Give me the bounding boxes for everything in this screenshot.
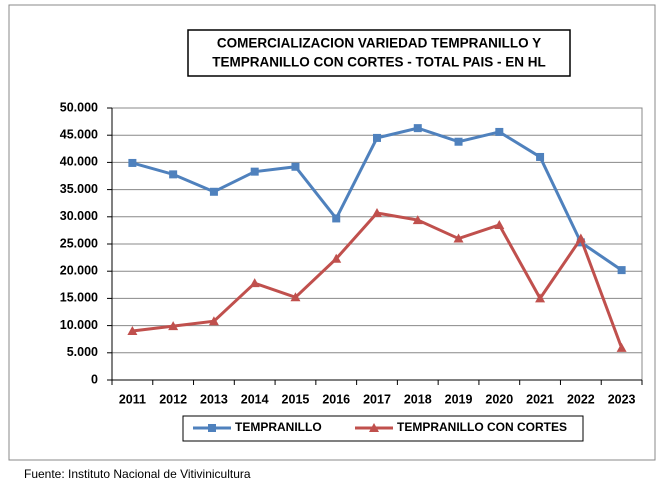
y-tick-label: 45.000 bbox=[60, 127, 98, 141]
point bbox=[168, 321, 179, 331]
point bbox=[454, 137, 463, 146]
point bbox=[332, 214, 341, 223]
point bbox=[453, 233, 464, 243]
point bbox=[495, 127, 504, 136]
point bbox=[575, 233, 586, 243]
legend-marker bbox=[369, 423, 379, 432]
point bbox=[128, 158, 137, 167]
point bbox=[412, 215, 423, 225]
y-tick-label: 0 bbox=[91, 372, 98, 386]
point bbox=[536, 152, 545, 161]
y-tick-label: 35.000 bbox=[60, 182, 98, 196]
point bbox=[169, 170, 178, 179]
point bbox=[617, 266, 626, 275]
x-tick-label: 2013 bbox=[200, 392, 228, 406]
point bbox=[372, 207, 382, 217]
x-tick-label: 2020 bbox=[485, 392, 513, 406]
point bbox=[209, 187, 218, 196]
x-tick-label: 2016 bbox=[322, 392, 350, 406]
x-tick-label: 2022 bbox=[567, 392, 595, 406]
y-tick-label: 20.000 bbox=[60, 263, 98, 277]
y-tick-label: 50.000 bbox=[60, 100, 98, 114]
y-tick-label: 10.000 bbox=[60, 318, 98, 332]
legend-marker bbox=[208, 424, 216, 432]
point bbox=[291, 162, 300, 171]
x-tick-label: 2021 bbox=[526, 392, 554, 406]
chart-title: TEMPRANILLO CON CORTES - TOTAL PAIS - EN… bbox=[212, 55, 546, 70]
chart-title: COMERCIALIZACION VARIEDAD TEMPRANILLO Y bbox=[217, 36, 541, 51]
point bbox=[494, 219, 505, 229]
x-tick-label: 2017 bbox=[363, 392, 391, 406]
point bbox=[208, 316, 219, 326]
source: Fuente: Instituto Nacional de Vitivinicu… bbox=[24, 467, 251, 481]
point bbox=[331, 253, 342, 263]
y-tick-label: 25.000 bbox=[60, 236, 98, 250]
point bbox=[373, 133, 381, 142]
legend-label: TEMPRANILLO CON CORTES bbox=[397, 420, 567, 434]
point bbox=[616, 342, 627, 352]
point bbox=[249, 278, 260, 288]
point bbox=[290, 292, 301, 302]
point bbox=[413, 124, 422, 133]
point bbox=[250, 167, 259, 176]
x-tick-label: 2012 bbox=[159, 392, 187, 406]
y-tick-label: 30.000 bbox=[60, 209, 98, 223]
point bbox=[535, 293, 546, 303]
y-tick-label: 40.000 bbox=[60, 155, 98, 169]
x-tick-label: 2019 bbox=[445, 392, 473, 406]
y-tick-label: 15.000 bbox=[60, 291, 98, 305]
x-tick-label: 2015 bbox=[282, 392, 310, 406]
x-tick-label: 2023 bbox=[608, 392, 636, 406]
point bbox=[127, 326, 138, 336]
x-tick-label: 2014 bbox=[241, 392, 269, 406]
x-tick-label: 2018 bbox=[404, 392, 432, 406]
x-tick-label: 2011 bbox=[119, 392, 146, 406]
legend-label: TEMPRANILLO bbox=[235, 420, 322, 434]
title-box bbox=[187, 29, 571, 77]
y-tick-label: 5.000 bbox=[67, 345, 98, 359]
